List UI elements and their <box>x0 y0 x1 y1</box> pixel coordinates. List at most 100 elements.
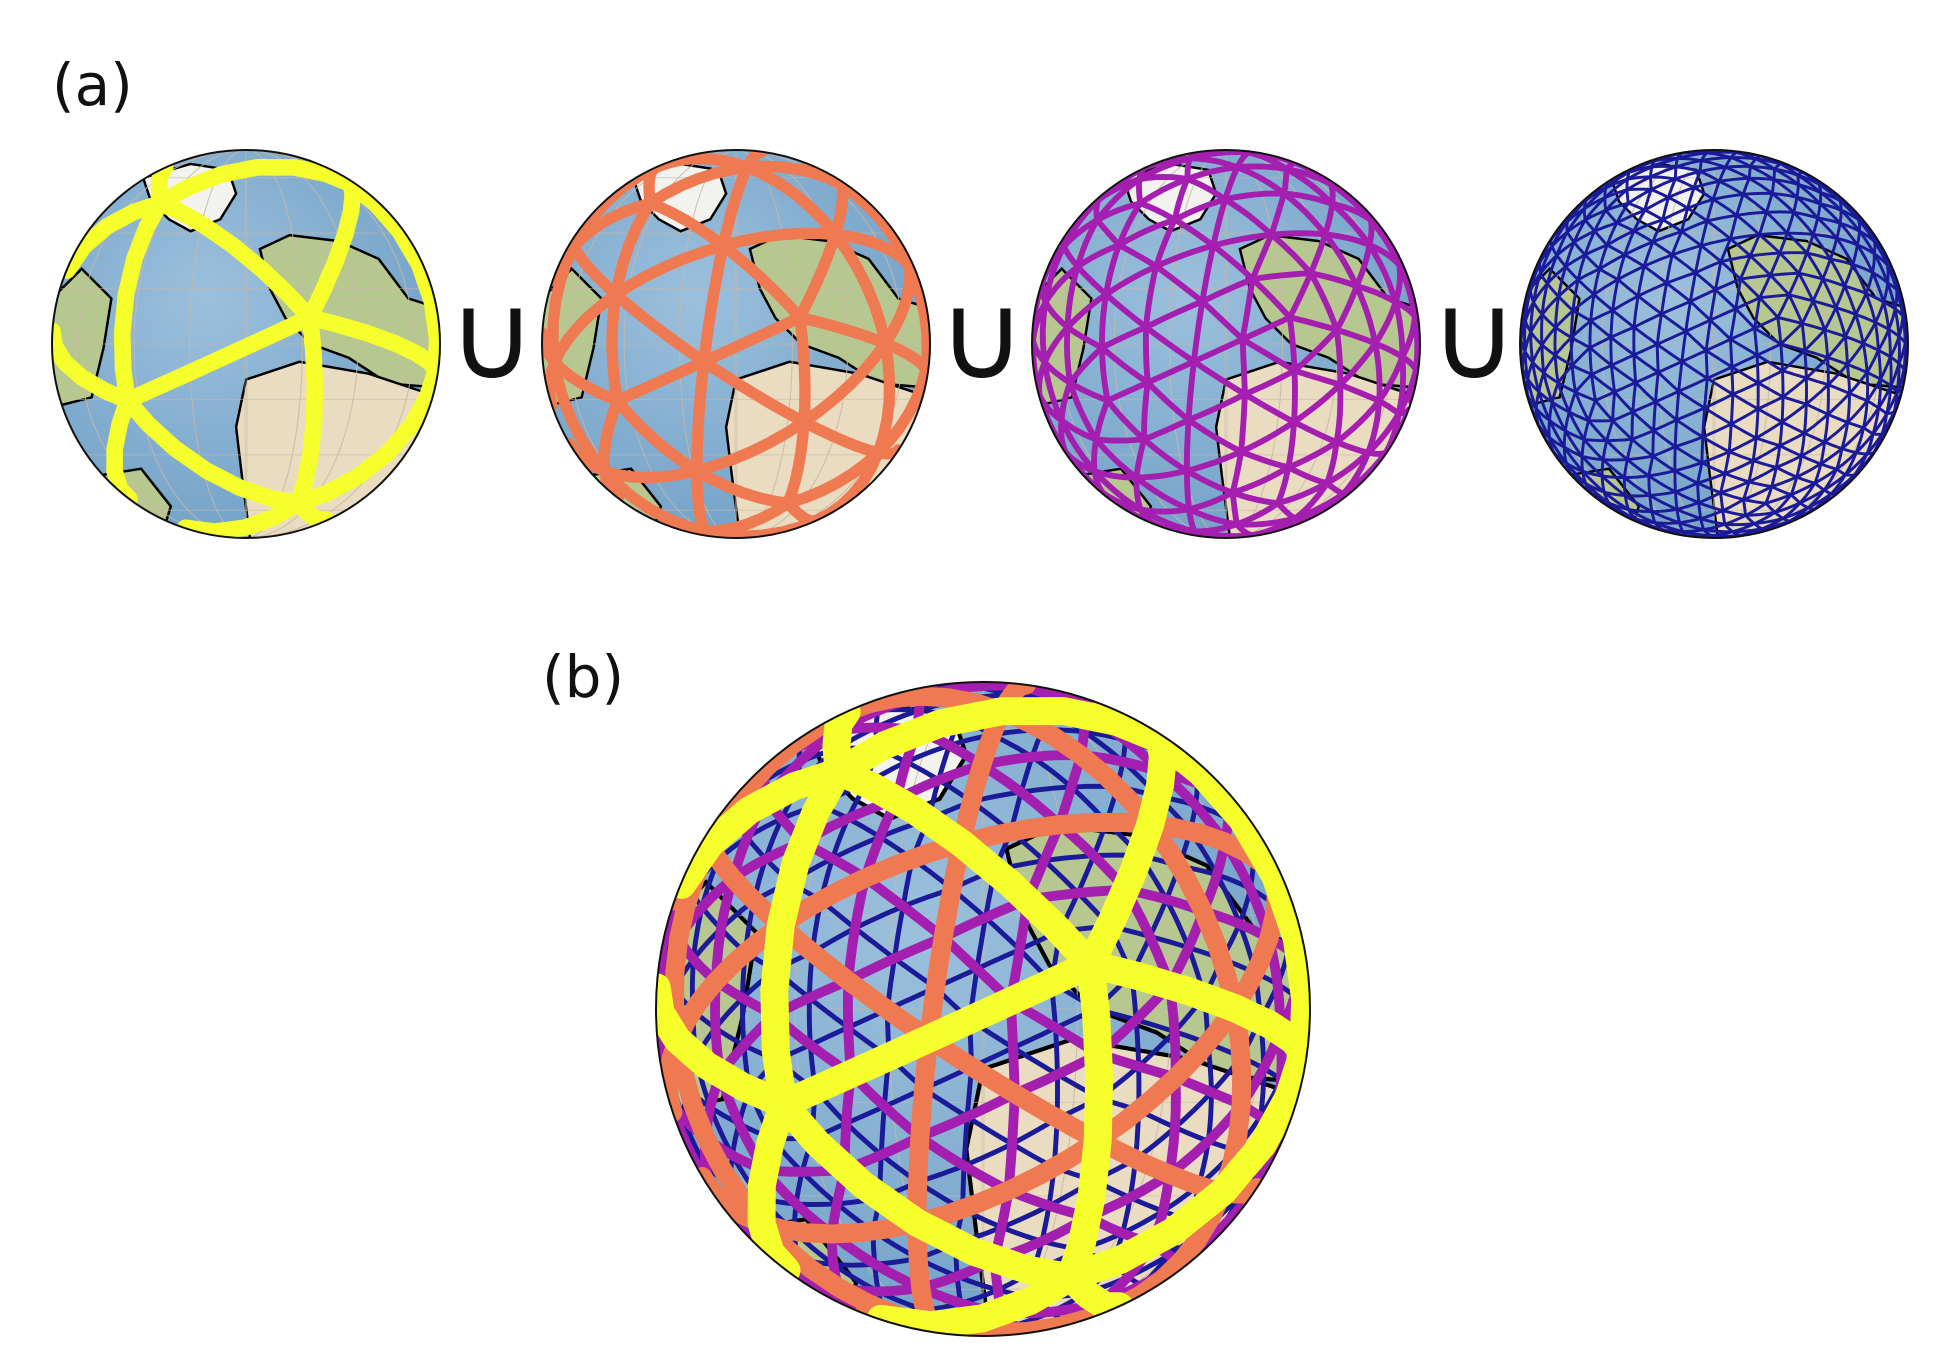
mesh-edge <box>1583 229 1597 257</box>
mesh-edge <box>1861 341 1880 352</box>
mesh-edge <box>1613 390 1635 414</box>
mesh-edge <box>1567 410 1591 423</box>
mesh-edge <box>1744 510 1777 517</box>
mesh-edge <box>1811 299 1838 310</box>
mesh-edge <box>1607 501 1637 521</box>
mesh-edge <box>1665 281 1692 303</box>
mesh-edge <box>1032 299 1049 344</box>
mesh-edge <box>1729 326 1756 341</box>
mesh-edge <box>1698 170 1721 183</box>
mesh-edge <box>1274 480 1330 507</box>
mesh-edge <box>1333 326 1379 347</box>
mesh-edge <box>1634 370 1660 384</box>
meridian <box>133 150 359 538</box>
mesh-edge <box>1581 469 1606 494</box>
mesh-edge <box>610 288 710 368</box>
mesh-edge <box>1598 267 1620 282</box>
mesh-edge <box>1835 236 1855 266</box>
mesh-edge <box>1748 165 1776 182</box>
mesh-edge <box>1589 293 1596 323</box>
mesh-edge <box>1615 208 1647 225</box>
mesh-edge <box>1286 314 1298 374</box>
mesh-edge <box>1665 271 1697 285</box>
mesh-edge <box>1799 454 1823 466</box>
mesh-edge <box>1605 229 1636 247</box>
mesh-edge <box>1647 474 1677 494</box>
mesh-edge <box>1873 321 1891 331</box>
mesh-edge <box>824 757 1105 979</box>
mesh-edge <box>1601 439 1609 462</box>
mesh-edge <box>1764 501 1777 514</box>
mesh-edge <box>1074 217 1101 270</box>
mesh-edge <box>1871 252 1876 275</box>
mesh-edge <box>1727 450 1755 463</box>
mesh-edge <box>1677 389 1707 410</box>
mesh-edge <box>1816 216 1842 225</box>
mesh-edge <box>1734 307 1756 330</box>
mesh-edge <box>976 760 1065 830</box>
mesh-edge <box>1778 431 1806 448</box>
mesh-edge <box>1835 236 1859 247</box>
panel-label-b: (b) <box>542 643 625 711</box>
mesh-edge <box>1741 191 1774 196</box>
mesh-edge <box>1353 241 1373 290</box>
mesh-edge <box>1848 391 1869 403</box>
mesh-edge <box>1399 313 1418 360</box>
mesh-edge <box>1598 243 1609 271</box>
mesh-edge <box>691 465 794 509</box>
mesh-edge <box>1556 364 1574 385</box>
mesh-edge <box>1623 229 1636 257</box>
mesh-edge <box>1796 182 1822 206</box>
mesh-edge <box>1268 230 1329 238</box>
mesh-edge <box>1699 517 1727 526</box>
mesh-edge <box>691 355 710 477</box>
mesh-edge <box>1553 326 1558 357</box>
mesh-edge <box>1823 421 1850 444</box>
mesh-edge <box>1656 370 1681 393</box>
mesh-edge <box>1700 461 1727 475</box>
globe-level-0 <box>51 149 441 539</box>
mesh-edge <box>1650 164 1678 169</box>
mesh-edge <box>1893 288 1899 311</box>
mesh-edge <box>176 494 307 538</box>
mesh-edge <box>1797 251 1809 275</box>
mesh-edge <box>1622 474 1651 479</box>
mesh-edge <box>1723 513 1748 526</box>
mesh-edge <box>1768 271 1801 277</box>
mesh-edge <box>1627 508 1654 514</box>
mesh-edge <box>1675 406 1707 422</box>
mesh-edge <box>1651 454 1677 473</box>
mesh-edge <box>1589 308 1615 323</box>
mesh-edge <box>1756 369 1784 385</box>
mesh-edge <box>1064 324 1105 351</box>
mesh-edge <box>1680 219 1709 234</box>
mesh-edge <box>1099 344 1111 404</box>
mesh-edge <box>1625 458 1651 478</box>
mesh-edge <box>1865 370 1870 403</box>
mesh-edge <box>1333 326 1344 388</box>
mesh-edge <box>1751 444 1782 463</box>
mesh-edge <box>1843 335 1849 366</box>
mesh-edge <box>1719 480 1751 495</box>
mesh-edge <box>1811 232 1832 261</box>
mesh-edge <box>1632 312 1663 329</box>
mesh-edge <box>1581 469 1604 478</box>
mesh-edge <box>1701 422 1733 439</box>
mesh-edge <box>1029 754 1074 790</box>
mesh-edge <box>1734 151 1758 161</box>
mesh-edge <box>1576 253 1587 282</box>
mesh-edge <box>1268 190 1288 238</box>
mesh-edge <box>1365 397 1383 456</box>
mesh-edge <box>1636 281 1669 298</box>
mesh-edge <box>914 1088 1020 1142</box>
mesh-edge <box>1602 490 1611 505</box>
mesh-edge <box>1603 188 1629 200</box>
mesh-edge <box>1222 164 1241 203</box>
mesh-edge <box>1675 418 1705 439</box>
mesh-edge <box>1631 400 1657 414</box>
mesh-edge <box>1545 265 1568 286</box>
mesh-edge <box>1626 188 1653 205</box>
mesh-edge <box>794 311 811 428</box>
mesh-edge <box>1623 494 1654 514</box>
mesh-edge <box>1036 359 1048 399</box>
